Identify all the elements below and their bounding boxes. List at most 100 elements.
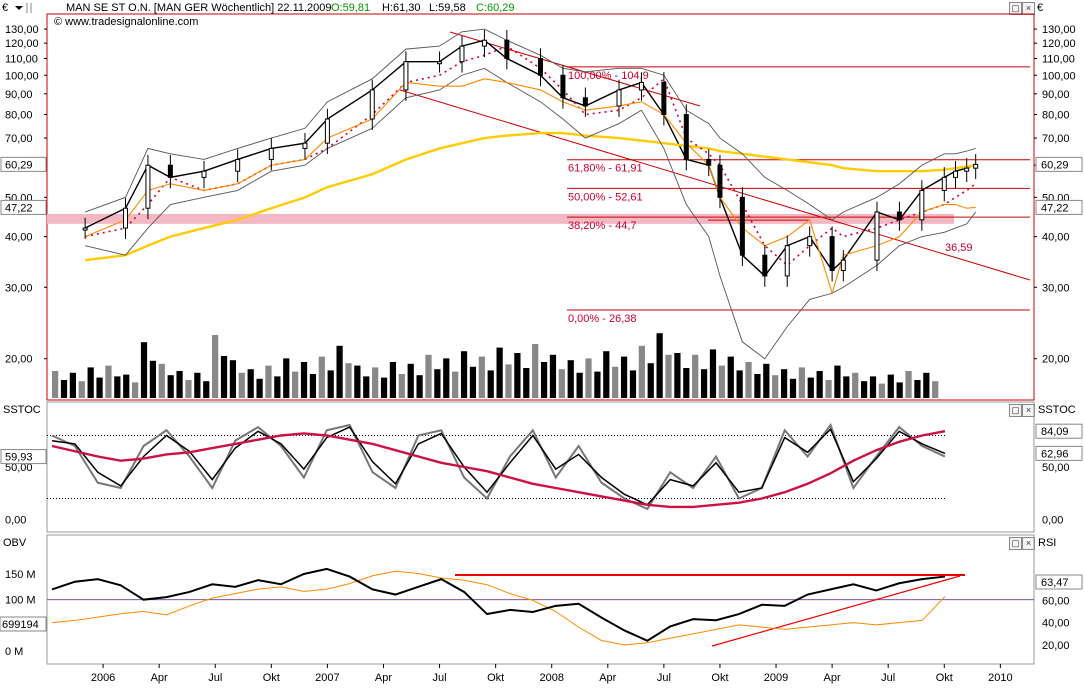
candle-body (784, 245, 790, 277)
candle-body (941, 176, 947, 191)
price-ytick-label-right: 120,00 (1042, 38, 1076, 50)
fib-level-label: 0,00% - 26,38 (568, 313, 637, 325)
volume-bar (318, 356, 325, 398)
volume-bar (140, 342, 148, 398)
volume-bar (860, 381, 868, 398)
volume-bar (629, 370, 637, 398)
candle-body (706, 158, 712, 166)
x-axis-label: 2008 (539, 672, 563, 684)
volume-bar (576, 372, 583, 398)
sstoc-maximize-button[interactable]: ▢ (1009, 404, 1022, 417)
copyright-text: © www.tradesignalonline.com (54, 16, 199, 28)
volume-bar (327, 370, 334, 398)
volume-bar (807, 377, 814, 398)
obv-ytick-label: 100 M (5, 595, 36, 607)
sar-line (84, 45, 977, 267)
volume-bar (718, 365, 725, 398)
rsi-ytick-label: 40,00 (1042, 618, 1070, 630)
volume-bar (647, 363, 654, 398)
volume-bar (843, 376, 850, 398)
x-axis-label: Okt (936, 672, 953, 684)
volume-bar (354, 365, 361, 398)
candle-body (82, 227, 88, 231)
candle-body (560, 74, 566, 99)
sstoc-right-label: SSTOC (1038, 404, 1076, 416)
x-axis-label: Jul (881, 672, 895, 684)
separator-icon (24, 0, 34, 21)
candle-body (268, 147, 274, 160)
volume-bar (220, 356, 228, 398)
currency-label: € (2, 2, 9, 14)
sstoc-panel-frame (46, 401, 1035, 533)
channel-upper-line (449, 31, 701, 107)
volume-bar (763, 363, 770, 398)
candle-body (683, 114, 689, 160)
price-ytick-label-right: 30,00 (1042, 282, 1070, 294)
volume-bar (532, 344, 539, 398)
candle-body (896, 211, 902, 221)
rsi-ytick-label: 60,00 (1042, 595, 1070, 607)
x-axis-label: Apr (824, 672, 841, 684)
volume-bar (772, 375, 779, 398)
x-axis-label: Jul (208, 672, 222, 684)
volume-bar (887, 374, 894, 398)
stoch-right-value-tag-text: 62,96 (1041, 448, 1069, 460)
candle-body (919, 189, 925, 221)
fib-level-label: 61,80% - 61,91 (568, 163, 643, 175)
volume-bar (594, 371, 601, 398)
volume-bar (372, 367, 379, 398)
price-ytick-label-left: 30,00 (5, 282, 33, 294)
stoch-right-value-tag-text: 84,09 (1041, 426, 1069, 438)
price-ytick-label-left: 100,00 (5, 70, 39, 82)
volume-bar (620, 356, 628, 398)
price-left-value-tag (0, 199, 47, 215)
right-currency-label: € (1037, 2, 1044, 14)
x-axis-label: 2007 (315, 672, 339, 684)
volume-bar (692, 354, 699, 398)
price-ytick-label-right: 40,00 (1042, 232, 1070, 244)
volume-bar (336, 345, 343, 398)
volume-bar (709, 349, 717, 398)
obv-maximize-button[interactable]: ▢ (1009, 537, 1022, 550)
volume-bar (736, 370, 743, 398)
candle-body (807, 236, 813, 247)
volume-bar (852, 372, 859, 398)
volume-bar (878, 383, 885, 398)
volume-bar (496, 347, 503, 398)
open-value: O:59,81 (331, 2, 371, 14)
stoch-signal-line (51, 430, 946, 509)
rsi-right-value-tag-text: 63,47 (1041, 577, 1069, 589)
volume-bar (549, 354, 557, 398)
high-value: H:61,30 (382, 2, 421, 14)
candle-body (369, 89, 375, 120)
price-right-value-tag (1035, 156, 1083, 172)
volume-bar (452, 371, 459, 398)
candle-body (582, 97, 588, 107)
sstoc-left-label: SSTOC (3, 404, 41, 416)
stoch-left-value-tag (0, 449, 47, 465)
volume-bar (585, 358, 592, 398)
price-left-value-tag-text: 60,29 (5, 159, 33, 171)
price-ytick-label-left: 120,00 (5, 38, 39, 50)
candle-body (964, 167, 970, 172)
candle-body (201, 170, 207, 178)
volume-bar (149, 360, 157, 398)
price-ytick-label-left: 90,00 (5, 89, 33, 101)
volume-bar (363, 376, 370, 398)
dropdown-arrow-icon[interactable] (14, 0, 23, 16)
candle-body (403, 61, 409, 91)
x-axis-label: 2009 (764, 672, 788, 684)
price-ytick-label-left: 80,00 (5, 110, 33, 122)
obv-ytick-label: 0 M (5, 646, 23, 658)
volume-bar (425, 354, 432, 398)
volume-bar (132, 382, 139, 398)
x-axis-label: Okt (263, 672, 280, 684)
stoch-ytick-label-right: 0,00 (1042, 515, 1063, 527)
volume-bar (523, 368, 530, 398)
x-axis-label: Apr (151, 672, 168, 684)
volume-bar (176, 371, 183, 398)
sstoc-close-button[interactable]: × (1022, 404, 1035, 417)
volume-bar (69, 372, 77, 398)
support-band (47, 213, 954, 224)
